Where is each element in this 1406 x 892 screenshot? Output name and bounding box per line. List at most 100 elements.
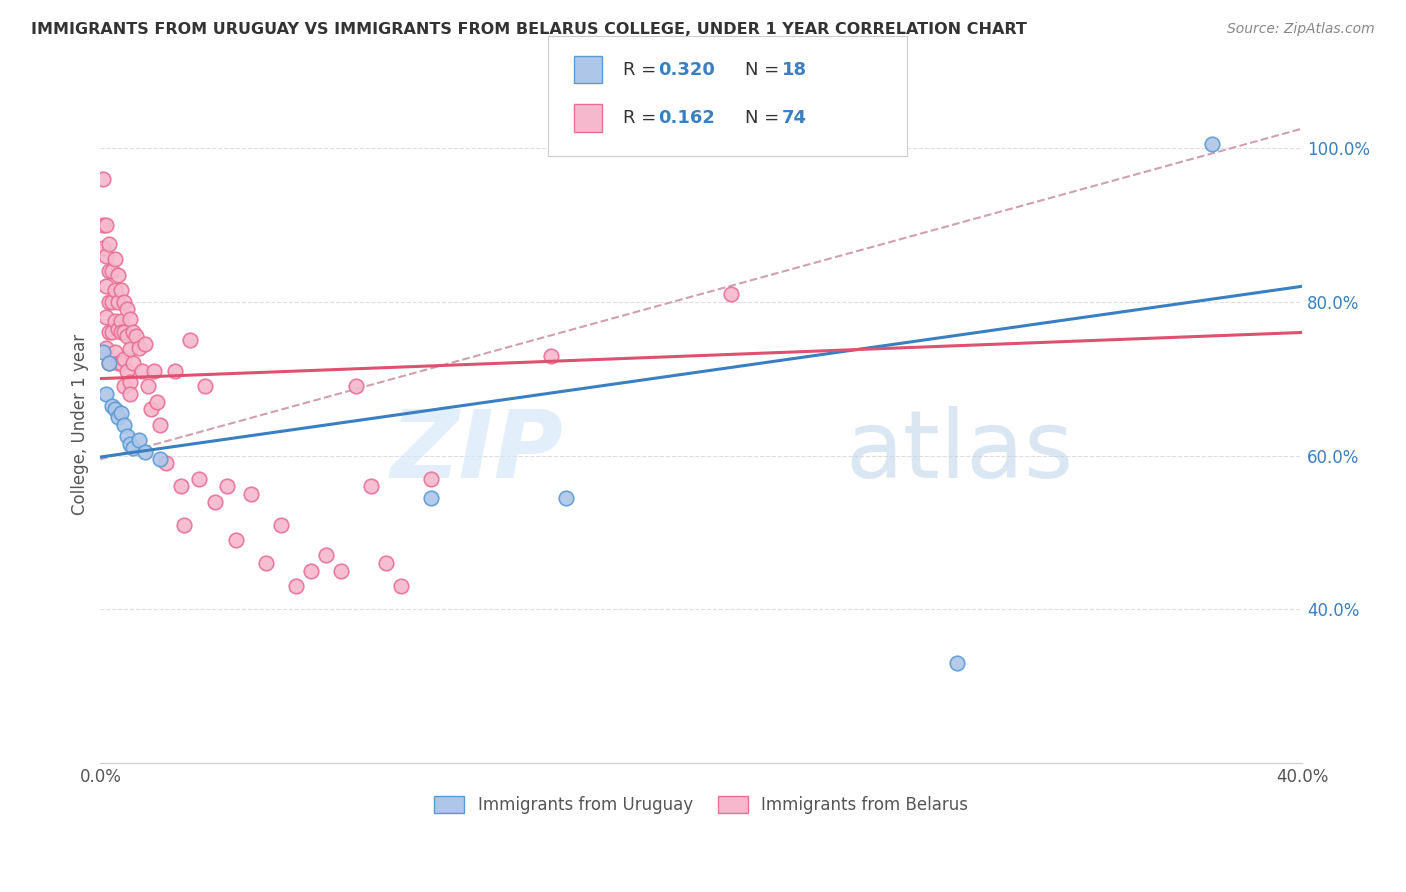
Point: [107, 321, 129, 335]
Point: [96, 341, 118, 355]
Point: [122, 326, 145, 340]
Point: [945, 656, 967, 670]
Point: [110, 406, 132, 420]
Point: [104, 314, 127, 328]
Text: 18: 18: [782, 61, 807, 78]
Point: [98, 294, 121, 309]
Point: [93, 344, 115, 359]
Point: [419, 491, 441, 505]
Point: [540, 349, 562, 363]
Text: 0.320: 0.320: [658, 61, 714, 78]
Text: atlas: atlas: [845, 406, 1074, 498]
Point: [360, 479, 382, 493]
Point: [120, 343, 142, 357]
Point: [117, 364, 139, 378]
Point: [98, 356, 121, 370]
Text: IMMIGRANTS FROM URUGUAY VS IMMIGRANTS FROM BELARUS COLLEGE, UNDER 1 YEAR CORRELA: IMMIGRANTS FROM URUGUAY VS IMMIGRANTS FR…: [31, 22, 1026, 37]
Point: [141, 402, 163, 417]
Point: [170, 479, 193, 493]
Point: [96, 387, 118, 401]
Point: [143, 364, 166, 378]
Point: [93, 241, 115, 255]
Point: [112, 379, 135, 393]
Point: [179, 333, 201, 347]
Point: [98, 264, 121, 278]
Point: [104, 283, 127, 297]
Legend: Immigrants from Uruguay, Immigrants from Belarus: Immigrants from Uruguay, Immigrants from…: [426, 788, 976, 822]
Point: [284, 579, 307, 593]
Point: [239, 487, 262, 501]
Point: [101, 399, 124, 413]
Point: [98, 356, 121, 370]
Point: [120, 387, 142, 401]
Point: [720, 287, 742, 301]
Text: N =: N =: [745, 61, 785, 78]
Text: R =: R =: [623, 61, 662, 78]
Point: [173, 517, 195, 532]
Point: [104, 402, 127, 417]
Text: ZIP: ZIP: [389, 406, 562, 498]
Text: N =: N =: [745, 109, 785, 127]
Point: [104, 344, 127, 359]
Point: [374, 556, 396, 570]
Point: [299, 564, 322, 578]
Point: [93, 171, 115, 186]
Point: [98, 237, 121, 252]
Point: [188, 472, 211, 486]
Point: [344, 379, 367, 393]
Y-axis label: College, Under 1 year: College, Under 1 year: [72, 334, 89, 516]
Point: [112, 417, 135, 432]
Point: [125, 329, 148, 343]
Point: [204, 494, 226, 508]
Point: [110, 283, 132, 297]
Point: [215, 479, 238, 493]
Point: [138, 379, 160, 393]
Point: [122, 441, 145, 455]
Point: [117, 302, 139, 317]
Text: 74: 74: [782, 109, 807, 127]
Point: [555, 491, 578, 505]
Point: [329, 564, 352, 578]
Point: [134, 444, 156, 458]
Point: [104, 252, 127, 267]
Point: [98, 326, 121, 340]
Point: [96, 279, 118, 293]
Point: [120, 437, 142, 451]
Point: [194, 379, 217, 393]
Point: [134, 337, 156, 351]
Point: [149, 417, 172, 432]
Point: [120, 376, 142, 390]
Point: [101, 294, 124, 309]
Point: [110, 356, 132, 370]
Point: [120, 311, 142, 326]
Text: Source: ZipAtlas.com: Source: ZipAtlas.com: [1227, 22, 1375, 37]
Point: [96, 218, 118, 232]
Point: [419, 472, 441, 486]
Point: [112, 326, 135, 340]
Point: [96, 310, 118, 324]
Point: [225, 533, 247, 547]
Text: R =: R =: [623, 109, 668, 127]
Point: [112, 352, 135, 367]
Point: [131, 364, 153, 378]
Point: [146, 394, 169, 409]
Point: [128, 341, 150, 355]
Point: [110, 314, 132, 328]
Point: [107, 268, 129, 282]
Point: [107, 294, 129, 309]
Point: [96, 248, 118, 262]
Point: [254, 556, 277, 570]
Point: [315, 549, 337, 563]
Point: [107, 356, 129, 370]
Point: [93, 218, 115, 232]
Point: [165, 364, 187, 378]
Point: [155, 456, 177, 470]
Point: [101, 326, 124, 340]
Point: [270, 517, 292, 532]
Point: [112, 294, 135, 309]
Point: [101, 264, 124, 278]
Point: [117, 329, 139, 343]
Point: [1201, 136, 1223, 151]
Point: [110, 326, 132, 340]
Point: [107, 410, 129, 425]
